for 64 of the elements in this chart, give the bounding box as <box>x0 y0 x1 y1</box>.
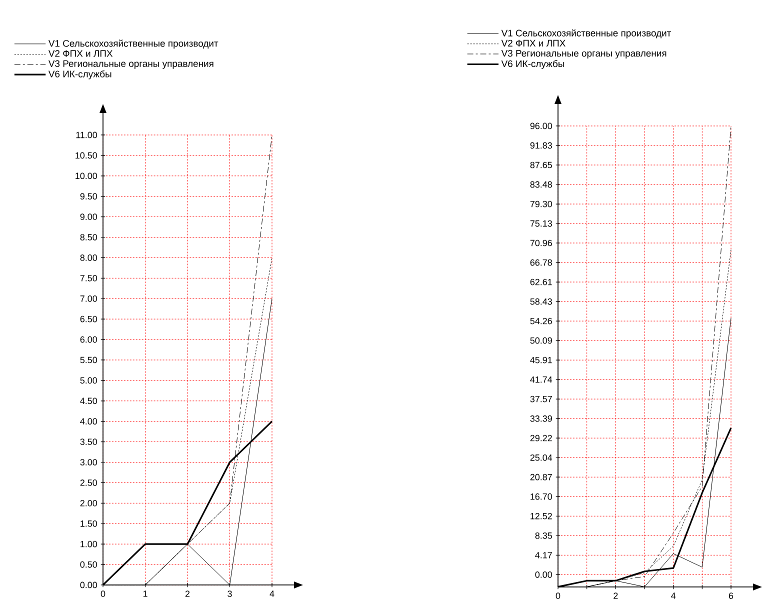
y-tick-label: 70.96 <box>530 240 552 246</box>
y-tick-label: 45.91 <box>530 356 552 364</box>
y-tick-label: 5.00 <box>80 377 98 384</box>
y-tick-label: 3.00 <box>80 459 98 466</box>
y-tick-label: 91.83 <box>530 142 552 149</box>
y-tick-label: 10.00 <box>76 172 98 180</box>
y-tick-label: 0.50 <box>80 561 98 568</box>
y-tick-label: 6.50 <box>80 316 98 322</box>
legend-label: V1 Сельскохозяйственные производит <box>501 29 672 38</box>
y-tick-label: 79.30 <box>530 200 552 208</box>
x-tick-label: 4 <box>270 590 274 597</box>
y-tick-label: 6.00 <box>80 336 98 343</box>
y-tick-label: 29.22 <box>530 434 552 442</box>
y-tick-label: 66.78 <box>530 259 552 266</box>
y-tick-label: 41.74 <box>530 376 552 383</box>
x-tick-label: 2 <box>614 592 618 599</box>
x-tick-label: 0 <box>100 590 106 597</box>
x-tick-label: 6 <box>728 592 734 599</box>
y-tick-label: 4.50 <box>80 398 98 404</box>
y-tick-label: 2.50 <box>80 480 98 486</box>
y-tick-label: 83.48 <box>530 181 552 188</box>
y-tick-label: 33.39 <box>530 415 552 422</box>
y-tick-label: 9.00 <box>80 214 98 220</box>
y-tick-label: 50.09 <box>530 337 552 344</box>
y-tick-label: 1.50 <box>80 520 98 527</box>
y-tick-label: 7.50 <box>80 274 98 282</box>
y-tick-label: 9.50 <box>80 193 98 200</box>
legend-label: V3 Региональные органы управления <box>501 50 666 59</box>
y-tick-label: 2.00 <box>80 500 98 506</box>
x-tick-label: 2 <box>185 590 190 597</box>
y-tick-label: 4.00 <box>80 418 98 425</box>
x-tick-label: 1 <box>143 590 148 597</box>
y-tick-label: 4.17 <box>535 552 552 558</box>
y-tick-label: 8.00 <box>80 254 98 261</box>
legend-label: V1 Сельскохозяйственные производит <box>48 40 218 49</box>
y-tick-label: 11.00 <box>76 132 98 138</box>
y-tick-label: 62.61 <box>530 278 552 286</box>
x-tick-label: 0 <box>556 592 560 599</box>
legend-label: V6 ИК-службы <box>501 60 564 69</box>
y-tick-label: 75.13 <box>530 220 552 227</box>
legend-label: V3 Региональные органы управления <box>48 60 214 69</box>
y-tick-label: 5.50 <box>80 356 98 364</box>
y-tick-label: 0.00 <box>535 571 552 578</box>
y-tick-label: 1.00 <box>80 540 98 548</box>
y-tick-label: 54.26 <box>530 318 552 324</box>
y-tick-label: 10.50 <box>76 152 98 159</box>
y-tick-label: 12.52 <box>530 512 552 520</box>
y-tick-label: 87.65 <box>530 162 552 168</box>
x-tick-label: 4 <box>671 592 676 599</box>
y-tick-label: 25.04 <box>530 454 552 461</box>
legend-label: V2 ФПХ и ЛПХ <box>501 40 566 47</box>
x-tick-label: 3 <box>228 590 232 597</box>
y-tick-label: 16.70 <box>530 493 552 500</box>
y-tick-label: 3.50 <box>80 438 98 445</box>
y-tick-label: 7.00 <box>80 295 98 302</box>
y-tick-label: 37.57 <box>530 396 552 402</box>
y-tick-label: 96.00 <box>530 122 552 130</box>
legend-label: V6 ИК-службы <box>48 70 112 80</box>
y-tick-label: 58.43 <box>530 298 552 305</box>
y-tick-label: 8.50 <box>80 234 98 240</box>
legend-label: V2 ФПХ и ЛПХ <box>48 50 113 57</box>
y-tick-label: 8.35 <box>535 532 552 539</box>
y-tick-label: 0.00 <box>80 582 98 588</box>
y-tick-label: 20.87 <box>530 474 552 480</box>
